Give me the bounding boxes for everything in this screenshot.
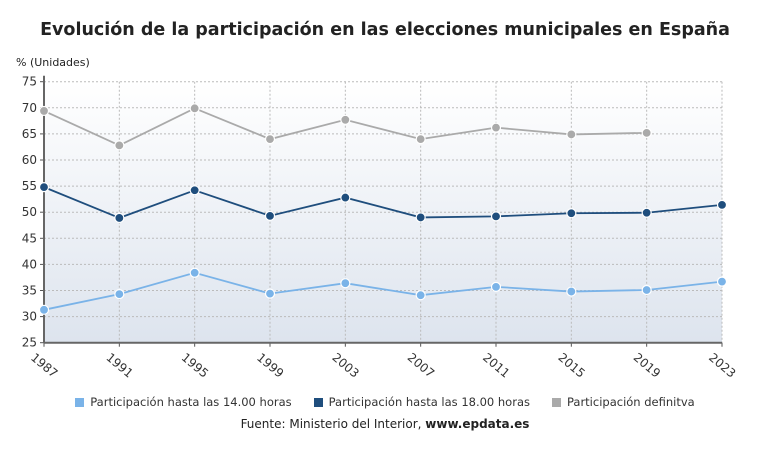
x-tick-label: 2007 [405,350,437,380]
data-point [114,289,125,300]
y-tick-label: 55 [22,179,37,193]
y-axis-label: % (Unidades) [16,56,90,69]
data-point [415,290,426,301]
data-point [566,286,577,297]
source-link[interactable]: www.epdata.es [425,417,530,431]
x-tick-label: 2003 [329,350,361,380]
y-tick-label: 70 [22,101,37,115]
x-tick-label: 2019 [631,350,663,380]
legend-swatch [551,397,561,407]
data-point [264,134,276,145]
legend-item-18h[interactable]: Participación hasta las 18.00 horas [313,395,530,409]
data-point [490,122,502,133]
data-point [264,210,276,221]
legend-swatch [313,397,323,407]
chart-title: Evolución de la participación en las ele… [40,20,730,40]
data-point [716,276,728,287]
data-point [490,281,502,292]
data-point [38,304,50,315]
legend: Participación hasta las 14.00 horas Part… [0,395,770,409]
data-point [114,212,125,224]
legend-label: Participación hasta las 14.00 horas [90,395,292,409]
data-point [716,199,728,210]
legend-item-definitiva[interactable]: Participación definitva [551,395,695,409]
data-point [114,140,125,151]
data-point [264,288,276,299]
legend-label: Participación hasta las 18.00 horas [328,395,530,409]
y-tick-label: 25 [22,336,37,350]
y-tick-label: 50 [22,205,37,219]
x-tick-label: 2011 [480,350,512,380]
x-tick-label: 1987 [28,350,60,380]
y-tick-label: 30 [22,310,37,324]
y-tick-label: 75 [22,75,37,89]
legend-label: Participación definitva [566,395,695,409]
data-point [189,267,200,278]
data-point [415,212,426,223]
data-point [490,211,502,222]
data-point [189,103,200,114]
data-point [340,192,351,203]
x-tick-label: 2023 [706,350,738,380]
series-line [43,271,723,311]
x-tick-label: 2015 [555,350,587,380]
x-tick-label: 1999 [254,350,286,380]
source-note: Fuente: Ministerio del Interior, www.epd… [0,417,770,431]
legend-item-14h[interactable]: Participación hasta las 14.00 horas [75,395,292,409]
series-line [43,186,723,219]
data-point [38,182,50,193]
x-tick-label: 1991 [103,350,135,380]
data-point [641,284,652,296]
legend-swatch [75,397,85,407]
y-tick-label: 65 [22,127,37,141]
y-tick-label: 45 [22,231,37,245]
data-point [340,114,351,125]
y-tick-label: 60 [22,153,37,167]
data-point [641,207,652,218]
data-point [189,185,200,196]
data-point [641,127,652,138]
data-point [38,105,50,117]
data-point [340,278,351,289]
data-point [566,129,577,140]
y-tick-label: 40 [22,257,37,271]
data-point [415,134,426,145]
y-tick-label: 35 [22,284,37,298]
x-tick-label: 1995 [179,350,211,380]
data-point [566,208,577,219]
source-text: Fuente: Ministerio del Interior, [240,417,426,431]
